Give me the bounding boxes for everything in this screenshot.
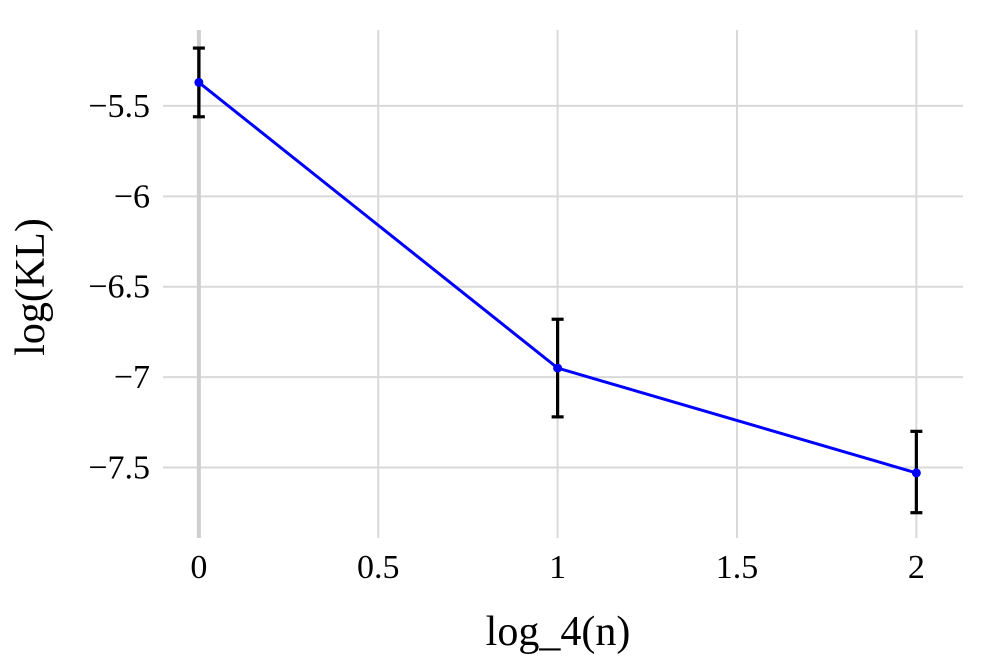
y-tick-label: −6 [114,178,150,215]
x-tick-label: 0.5 [357,549,400,586]
data-point [911,468,921,478]
y-tick-label: −5.5 [88,88,150,125]
x-tick-label: 0 [190,549,207,586]
y-tick-labels: −5.5 −6 −6.5 −7 −7.5 [88,88,150,487]
data-point [194,77,204,87]
data-point [553,363,563,373]
y-tick-label: −6.5 [88,269,150,306]
x-tick-label: 1 [549,549,566,586]
data-points [194,77,921,478]
y-tick-label: −7.5 [88,449,150,486]
y-tick-label: −7 [114,359,150,396]
x-tick-label: 1.5 [716,549,759,586]
x-tick-label: 2 [908,549,925,586]
x-axis-title: log_4(n) [486,609,631,655]
x-tick-labels: 0 0.5 1 1.5 2 [190,549,924,586]
grid [163,30,963,538]
y-axis-title: log(KL) [8,218,54,356]
